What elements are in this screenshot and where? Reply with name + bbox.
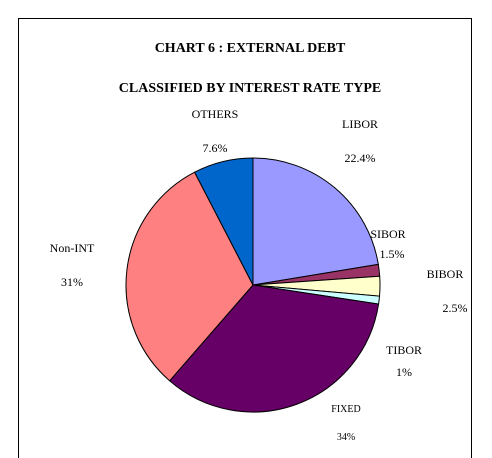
slice-label-sibor: SIBOR <box>370 227 405 241</box>
chart-frame <box>18 18 472 458</box>
slice-label-others: OTHERS <box>192 107 239 121</box>
slice-value-bibor: 2.5% <box>443 301 468 315</box>
pie-slice-others <box>193 157 254 286</box>
slice-value-sibor: 1.5% <box>380 247 405 261</box>
slice-value-non-int: 31% <box>61 275 83 289</box>
slice-value-others: 7.6% <box>203 141 228 155</box>
slice-label-fixed: FIXED <box>331 404 360 415</box>
pie-labels: LIBOR 22.4% SIBOR 1.5% BIBOR 2.5% TIBOR 1% FIXED… <box>50 107 468 443</box>
slice-label-non-int: Non-INT <box>50 241 95 255</box>
chart-subtitle: CLASSIFIED BY INTEREST RATE TYPE <box>119 81 381 96</box>
slice-label-tibor: TIBOR <box>386 343 422 357</box>
slice-label-bibor: BIBOR <box>427 267 464 281</box>
pie-slices <box>125 157 381 413</box>
slice-value-libor: 22.4% <box>345 151 376 165</box>
slice-value-fixed: 34% <box>337 432 355 443</box>
slice-value-tibor: 1% <box>396 365 412 379</box>
slice-label-libor: LIBOR <box>342 117 378 131</box>
pie-slice-fixed <box>168 284 380 413</box>
chart-title: CHART 6 : EXTERNAL DEBT <box>155 41 346 56</box>
pie-slice-libor <box>252 157 379 286</box>
